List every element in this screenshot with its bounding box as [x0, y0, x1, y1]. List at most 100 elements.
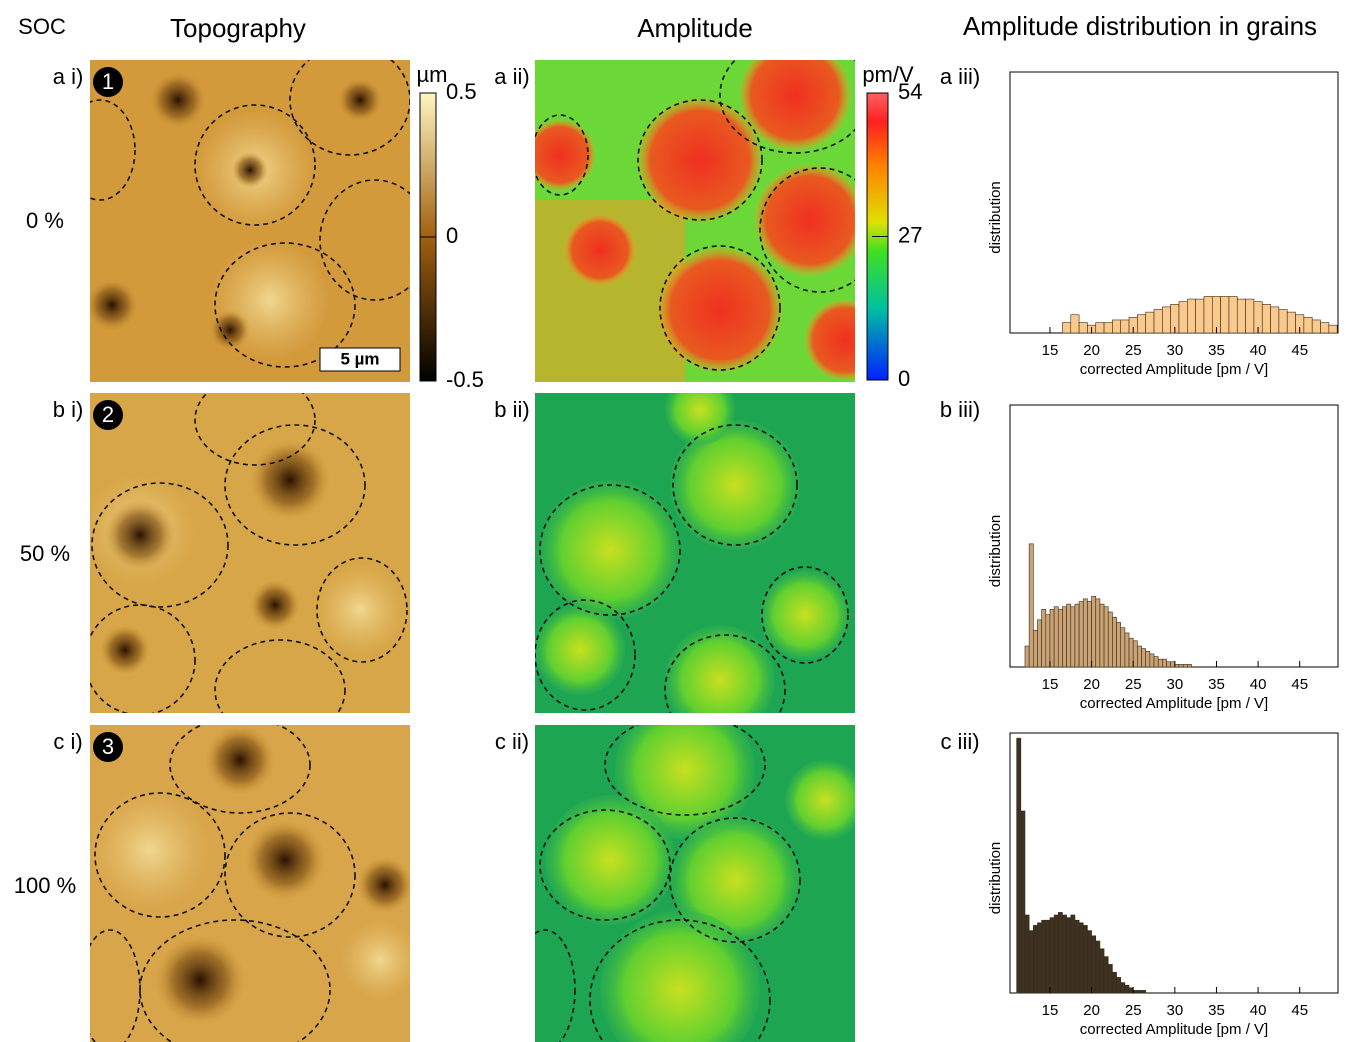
histogram-bar — [1037, 923, 1041, 993]
x-tick-label: 30 — [1166, 1002, 1183, 1019]
histogram-bar — [1087, 602, 1091, 668]
histogram-bar — [1108, 612, 1112, 667]
histogram-bar — [1067, 918, 1071, 993]
amplitude-image — [515, 700, 865, 1042]
histogram-bar — [1042, 609, 1046, 667]
x-tick-label: 20 — [1083, 1002, 1100, 1019]
histogram-bar — [1092, 596, 1096, 667]
figure: SOC Topography Amplitude Amplitude distr… — [0, 0, 1346, 1042]
histogram-bar — [1271, 307, 1279, 333]
histogram-bar — [1229, 296, 1237, 333]
histogram-bar — [1104, 957, 1108, 993]
histogram-bar — [1079, 323, 1087, 333]
histogram-bar — [1029, 931, 1033, 993]
histogram-bar — [1104, 323, 1112, 333]
histogram-bar — [1312, 320, 1320, 333]
x-tick-label: 30 — [1166, 676, 1183, 693]
badge-label: 3 — [102, 734, 114, 759]
histogram-bar — [1062, 915, 1066, 993]
badge-label: 2 — [102, 402, 114, 427]
histogram-bar — [1262, 304, 1270, 333]
histogram-bar — [1329, 325, 1337, 333]
amplitude-image — [535, 375, 855, 745]
histogram-bar — [1033, 630, 1037, 667]
histogram-bar — [1083, 925, 1087, 993]
panel-label: a ii) — [494, 64, 529, 89]
colorbar-tick-label: 0 — [898, 366, 910, 391]
soc-header: SOC — [18, 14, 66, 39]
histogram-bar — [1179, 664, 1183, 667]
histogram-bar — [1158, 659, 1162, 667]
histogram-bar — [1079, 923, 1083, 993]
colorbar-tick-label: -0.5 — [446, 367, 484, 392]
histogram-bar — [1137, 990, 1141, 993]
histogram-bar — [1196, 299, 1204, 333]
histogram-bar — [1096, 941, 1100, 993]
histogram-bar — [1054, 915, 1058, 993]
histogram-bar — [1071, 915, 1075, 993]
histogram-bar — [1037, 620, 1041, 667]
histogram-bar — [1096, 323, 1104, 333]
histogram-bar — [1187, 664, 1191, 667]
x-tick-label: 30 — [1166, 342, 1183, 359]
histogram-bar — [1112, 617, 1116, 667]
histogram-bar — [1100, 949, 1104, 993]
panel-label: a i) — [53, 64, 84, 89]
histogram-bar — [1058, 912, 1062, 993]
y-axis-label: distribution — [987, 842, 1004, 915]
x-axis-label: corrected Amplitude [pm / V] — [1080, 695, 1268, 712]
colorbar-tick-label: 27 — [898, 222, 922, 247]
panel-label: c i) — [53, 729, 82, 754]
histogram-bar — [1129, 988, 1133, 993]
colorbar-unit: µm — [416, 62, 447, 87]
amplitude-image — [525, 37, 885, 382]
x-tick-label: 25 — [1125, 676, 1142, 693]
histogram-bar — [1096, 599, 1100, 667]
soc-label: 0 % — [26, 208, 64, 233]
colorbar-tick-label: 54 — [898, 79, 922, 104]
x-tick-label: 45 — [1291, 1002, 1308, 1019]
histogram-bar — [1083, 599, 1087, 667]
x-tick-label: 35 — [1208, 676, 1225, 693]
histogram-bar — [1133, 641, 1137, 667]
histogram-bar — [1117, 622, 1121, 667]
x-tick-label: 15 — [1042, 1002, 1059, 1019]
histogram-bar — [1079, 602, 1083, 668]
histogram-bar — [1279, 310, 1287, 333]
badge-label: 1 — [102, 69, 114, 94]
histogram-bar — [1071, 607, 1075, 667]
histogram-bar — [1137, 646, 1141, 667]
histogram-bar — [1046, 920, 1050, 993]
histogram-bar — [1092, 936, 1096, 993]
histogram-bar — [1025, 646, 1029, 667]
distribution-header: Amplitude distribution in grains — [963, 11, 1317, 41]
x-tick-label: 20 — [1083, 676, 1100, 693]
y-axis-label: distribution — [987, 515, 1004, 588]
topography-image — [85, 375, 410, 740]
histogram-bar — [1050, 918, 1054, 993]
histogram-bar — [1142, 649, 1146, 667]
topography-image — [80, 717, 420, 1042]
histogram-bar — [1017, 738, 1021, 993]
histogram-bar — [1204, 296, 1212, 333]
histogram-bar — [1117, 977, 1121, 993]
x-tick-label: 25 — [1125, 1002, 1142, 1019]
x-tick-label: 25 — [1125, 342, 1142, 359]
histogram-bar — [1050, 609, 1054, 667]
x-tick-label: 40 — [1250, 1002, 1267, 1019]
histogram-bar — [1162, 307, 1170, 333]
histogram-bar — [1058, 609, 1062, 667]
histogram-bar — [1121, 628, 1125, 667]
histogram-bar — [1108, 964, 1112, 993]
panel-label: c iii) — [940, 729, 979, 754]
histogram-bar — [1246, 299, 1254, 333]
y-axis-label: distribution — [987, 181, 1004, 254]
panel-label: b ii) — [494, 397, 529, 422]
histogram-bar — [1162, 659, 1166, 667]
histogram-bar — [1054, 607, 1058, 667]
histogram-bar — [1042, 920, 1046, 993]
histogram-bar — [1146, 651, 1150, 667]
histogram-bar — [1237, 299, 1245, 333]
x-tick-label: 45 — [1291, 676, 1308, 693]
x-tick-label: 40 — [1250, 676, 1267, 693]
